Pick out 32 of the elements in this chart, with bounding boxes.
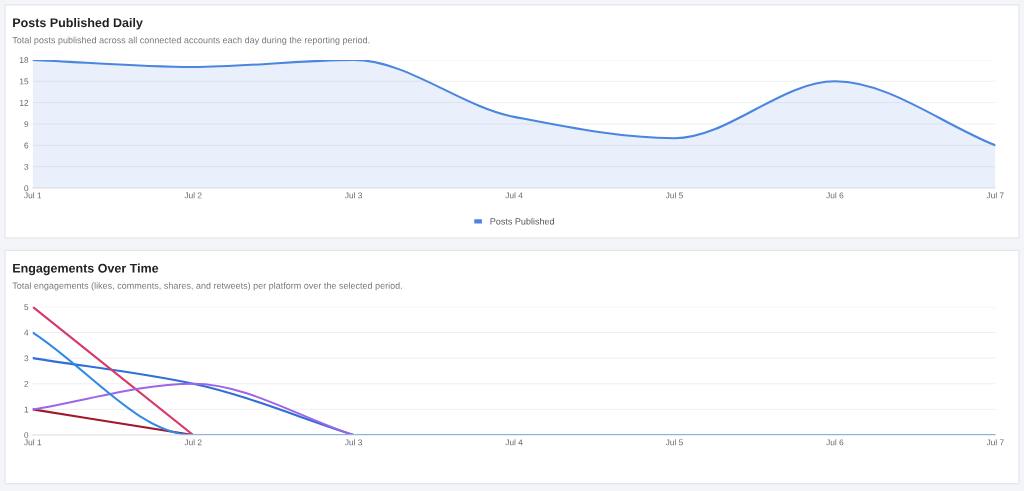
y-tick-label: 12 — [19, 99, 29, 106]
chart-title: Posts Published Daily — [13, 17, 143, 30]
x-tick-label: Jul 7 — [986, 439, 1004, 446]
x-tick-label: Jul 6 — [826, 192, 844, 199]
y-tick-label: 0 — [24, 185, 29, 192]
x-tick-label: Jul 6 — [826, 439, 844, 446]
y-tick-label: 15 — [19, 78, 29, 85]
x-tick-label: Jul 2 — [184, 192, 202, 199]
y-tick-label: 1 — [24, 406, 29, 413]
y-tick-label: 3 — [24, 355, 29, 362]
x-tick-label: Jul 3 — [344, 192, 363, 199]
y-tick-label: 2 — [24, 380, 29, 387]
x-tick-label: Jul 4 — [505, 439, 523, 446]
y-tick-label: 4 — [24, 329, 29, 336]
chart-subtitle: Total posts published across all connected accounts each day during the reporting period. — [12, 36, 370, 46]
x-tick-label: Jul 5 — [665, 439, 683, 446]
x-tick-label: Jul 2 — [184, 439, 202, 446]
x-tick-label: Jul 1 — [24, 192, 42, 199]
chart-title: Engagements Over Time — [13, 263, 159, 276]
chart-subtitle: Total engagements (likes, comments, shares, and retweets) per platform over the selected period. — [12, 282, 402, 291]
y-tick-label: 6 — [24, 142, 29, 149]
y-tick-label: 0 — [24, 432, 29, 439]
y-tick-label: 5 — [24, 304, 29, 310]
y-tick-label: 18 — [19, 57, 29, 63]
x-tick-label: Jul 1 — [24, 439, 42, 446]
x-tick-label: Jul 5 — [665, 192, 683, 199]
legend-label: Posts Published — [490, 217, 554, 225]
y-tick-label: 3 — [24, 163, 29, 170]
x-tick-label: Jul 3 — [344, 439, 363, 446]
x-tick-label: Jul 7 — [986, 192, 1004, 199]
y-tick-label: 9 — [24, 121, 29, 128]
x-tick-label: Jul 4 — [505, 192, 523, 199]
